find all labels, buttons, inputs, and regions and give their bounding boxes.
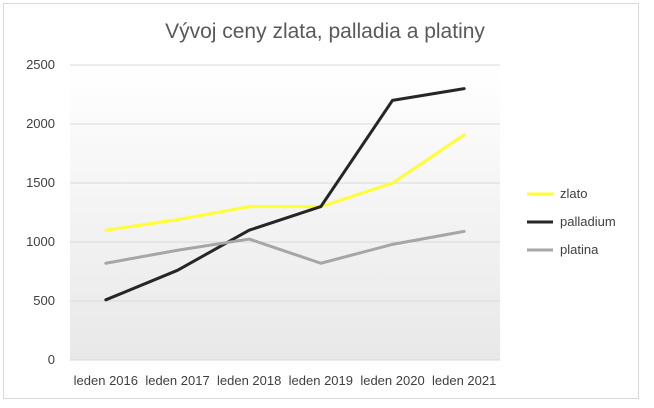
legend-item-platina: platina bbox=[527, 242, 599, 257]
y-tick-label: 1500 bbox=[26, 175, 55, 190]
gridlines bbox=[70, 64, 500, 361]
legend-label: platina bbox=[560, 242, 599, 257]
x-tick-label: leden 2020 bbox=[360, 373, 424, 388]
y-tick-label: 500 bbox=[33, 293, 55, 308]
x-tick-label: leden 2019 bbox=[289, 373, 353, 388]
x-tick-label: leden 2021 bbox=[432, 373, 496, 388]
y-tick-label: 1000 bbox=[26, 234, 55, 249]
y-tick-label: 2000 bbox=[26, 116, 55, 131]
series-line-platina bbox=[104, 229, 466, 265]
x-tick-label: leden 2018 bbox=[217, 373, 281, 388]
plot-area bbox=[70, 65, 500, 360]
y-tick-label: 0 bbox=[48, 352, 55, 367]
x-axis: leden 2016 leden 2017 leden 2018 leden 2019… bbox=[74, 373, 497, 388]
y-tick-label: 2500 bbox=[26, 57, 55, 72]
series-line-zlato bbox=[104, 133, 466, 232]
legend-item-zlato: zlato bbox=[527, 186, 587, 201]
series-line-palladium bbox=[104, 87, 466, 302]
legend-label: palladium bbox=[560, 214, 616, 229]
legend-item-palladium: palladium bbox=[527, 214, 616, 229]
chart-title: Vývoj ceny zlata, palladia a platiny bbox=[165, 20, 485, 43]
series-lines bbox=[104, 87, 466, 302]
legend: zlato palladium platina bbox=[527, 186, 616, 257]
y-axis: 0 500 1000 1500 2000 2500 bbox=[26, 57, 55, 367]
x-tick-label: leden 2016 bbox=[74, 373, 138, 388]
legend-label: zlato bbox=[560, 186, 587, 201]
x-tick-label: leden 2017 bbox=[145, 373, 209, 388]
